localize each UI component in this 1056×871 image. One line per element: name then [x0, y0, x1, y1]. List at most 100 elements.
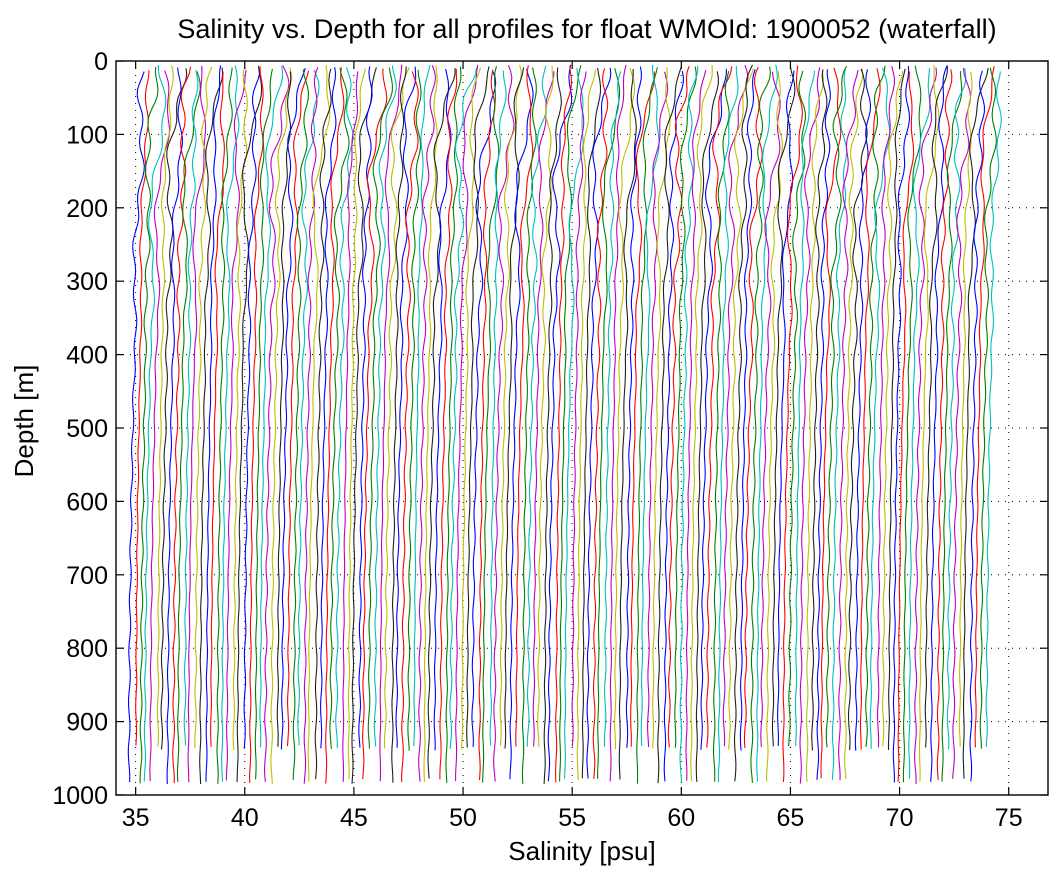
profile-line	[640, 64, 660, 747]
profile-line	[887, 68, 906, 750]
profile-line	[844, 68, 864, 779]
profile-line	[478, 69, 496, 781]
profile-line	[391, 66, 407, 783]
profile-line	[695, 71, 719, 782]
profile-line	[630, 71, 656, 747]
y-tick-label: 400	[66, 342, 108, 370]
profile-line	[466, 66, 490, 748]
profile-line	[816, 69, 831, 780]
profile-line	[679, 65, 699, 783]
profile-line	[820, 67, 842, 779]
profile-line	[914, 67, 938, 784]
profile-line	[865, 65, 886, 747]
profile-line	[924, 66, 949, 748]
profile-line	[320, 67, 337, 749]
profile-line	[712, 70, 730, 782]
profile-line	[771, 65, 796, 747]
profile-line	[962, 68, 989, 779]
x-tick-label: 35	[122, 804, 150, 832]
profile-line	[143, 65, 167, 782]
profile-lines	[127, 64, 1002, 785]
profile-line	[504, 67, 525, 749]
profile-line	[625, 66, 642, 748]
profile-line	[974, 66, 995, 748]
profile-line	[149, 70, 171, 782]
profile-line	[259, 66, 284, 748]
profile-line	[799, 67, 821, 784]
profile-line	[854, 69, 872, 751]
profile-line	[592, 68, 609, 779]
profile-line	[979, 67, 997, 749]
x-tick-label: 65	[777, 804, 805, 832]
profile-line	[576, 69, 596, 780]
profile-line	[811, 69, 828, 751]
profile-line	[674, 66, 697, 748]
profile-line	[897, 71, 915, 782]
profile-line	[135, 70, 150, 746]
profile-line	[329, 67, 350, 750]
profile-line	[493, 65, 515, 782]
profile-line	[221, 65, 240, 782]
profile-line	[307, 65, 331, 782]
chart-title: Salinity vs. Depth for all profiles for …	[177, 14, 996, 44]
y-axis-label: Depth [m]	[9, 365, 39, 478]
profile-line	[869, 67, 891, 750]
x-tick-label: 60	[667, 804, 695, 832]
profile-line	[254, 68, 273, 780]
profile-line	[722, 65, 749, 747]
profile-line	[216, 67, 233, 784]
profile-line	[286, 70, 310, 747]
profile-line	[515, 65, 534, 747]
profile-line	[663, 70, 684, 782]
profile-line	[156, 65, 174, 747]
profile-line	[314, 68, 332, 780]
profile-line	[636, 67, 658, 784]
profile-line	[418, 65, 437, 782]
x-tick-label: 55	[558, 804, 586, 832]
profile-line	[455, 64, 479, 782]
profile-line	[205, 65, 222, 782]
profile-line	[958, 71, 973, 748]
profile-line	[652, 67, 671, 749]
profile-line	[706, 66, 733, 748]
profile-line	[280, 67, 306, 750]
profile-line	[176, 71, 201, 782]
profile-line	[532, 71, 555, 747]
profile-line	[603, 71, 622, 747]
profile-line	[859, 68, 881, 750]
profile-line	[127, 71, 145, 783]
profile-line	[597, 68, 621, 779]
profile-line	[941, 71, 963, 782]
profile-line	[379, 64, 403, 782]
y-tick-label: 900	[66, 709, 108, 737]
profile-line	[521, 67, 537, 784]
profile-line	[946, 68, 967, 750]
profile-line	[351, 67, 377, 784]
profile-line	[303, 67, 319, 784]
profile-line	[547, 64, 573, 782]
profile-line	[439, 68, 458, 780]
profile-line	[743, 66, 763, 749]
profile-line	[243, 67, 261, 749]
x-tick-label: 40	[231, 804, 259, 832]
profile-line	[413, 64, 431, 747]
profile-line	[139, 66, 159, 784]
profile-line	[225, 69, 247, 781]
profile-line	[930, 65, 948, 782]
profile-line	[423, 65, 438, 782]
profile-line	[401, 71, 419, 783]
profile-line	[952, 68, 972, 779]
profile-line	[609, 64, 627, 782]
profile-line	[367, 67, 393, 749]
profile-line	[194, 66, 213, 749]
profile-line	[263, 65, 290, 782]
profile-line	[733, 64, 753, 782]
profile-line	[183, 70, 199, 746]
profile-line	[526, 65, 548, 747]
profile-line	[249, 66, 264, 783]
profile-line	[657, 66, 682, 784]
profile-line	[383, 67, 410, 749]
profile-line	[581, 67, 602, 779]
profile-line	[292, 69, 310, 781]
